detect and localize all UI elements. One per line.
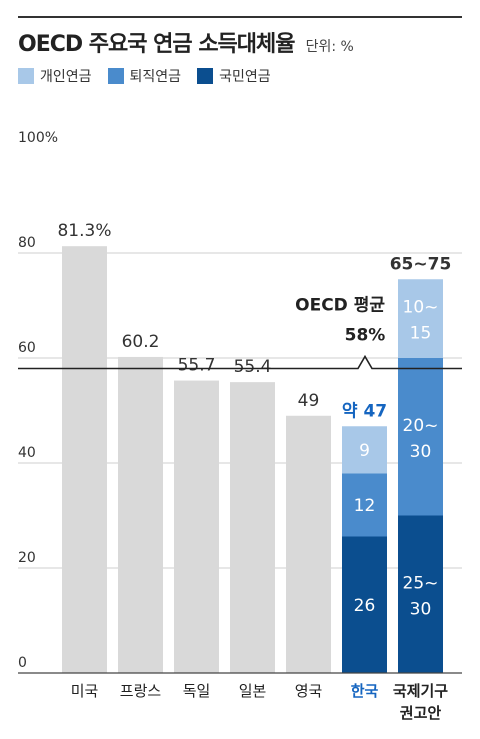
legend-swatch [107,68,124,84]
segment-label: 20~ [403,416,439,436]
category-label: 미국 [71,682,99,700]
category-label: 국제기구 [393,682,448,700]
legend-swatch [18,68,34,84]
legend-item: 개인연금 [18,66,92,86]
y-tick-label: 100% [18,130,58,146]
bar-segment [398,279,443,358]
segment-label: 26 [354,596,376,616]
category-label: 독일 [183,682,211,700]
legend: 개인연금 퇴직연금 국민연금 [18,66,271,86]
category-label: 한국 [351,682,379,700]
category-label: 권고안 [400,704,442,722]
category-label: 영국 [295,682,323,700]
unit-label: 단위: % [305,39,354,55]
bar-segment [342,426,387,474]
title-row: OECD 주요국 연금 소득대체율 단위: % [18,26,354,58]
legend-item: 퇴직연금 [107,66,182,86]
value-label: 55.4 [234,357,272,377]
value-label: 60.2 [122,332,160,352]
segment-label: 25~ [403,573,439,593]
segment-label: 12 [354,496,376,516]
segment-label: 30 [410,599,432,619]
legend-label: 국민연금 [219,69,271,85]
y-tick-label: 0 [18,655,27,671]
legend-item: 국민연금 [197,66,271,86]
bar [174,380,219,673]
value-label: 65~75 [390,254,452,274]
reference-line-label: OECD 평균 [295,296,385,316]
value-label: 55.7 [178,356,216,376]
y-tick-label: 20 [18,550,36,566]
bar-segment [398,515,443,673]
y-tick-label: 60 [18,340,36,356]
category-label: 프랑스 [120,682,162,700]
chart-title: OECD 주요국 연금 소득대체율 [18,32,296,57]
bar [118,356,163,673]
segment-label: 30 [410,442,432,462]
y-tick-label: 80 [18,235,36,251]
bar-segment [342,536,387,673]
bar [230,382,275,673]
bar [286,415,331,673]
segment-label: 10~ [403,298,439,318]
category-label: 일본 [239,682,267,700]
segment-label: 9 [359,441,370,461]
bar-segment [342,473,387,537]
top-rule [18,16,462,18]
reference-line-value: 58% [345,326,386,346]
reference-line [18,354,462,370]
segment-label: 15 [410,324,432,344]
value-label: 49 [298,391,320,411]
legend-label: 퇴직연금 [129,69,182,85]
value-label: 약 47 [342,400,387,421]
bar-segment [398,358,443,516]
legend-swatch [197,68,214,84]
bar [62,246,107,674]
y-tick-label: 40 [18,445,36,461]
legend-label: 개인연금 [40,69,92,85]
value-label: 81.3% [57,221,111,241]
